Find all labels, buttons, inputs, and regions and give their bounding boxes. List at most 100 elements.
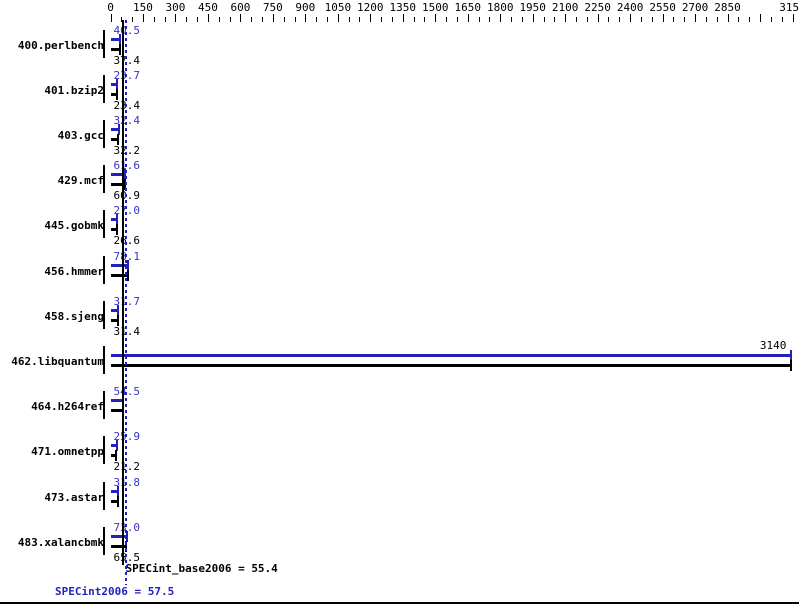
axis-tick-minor <box>793 14 794 22</box>
axis-tick-minor <box>349 17 350 22</box>
axis-tick-minor <box>565 14 566 22</box>
bar-peak-cap-473.astar <box>117 485 120 497</box>
bar-peak-471.omnetpp <box>110 444 117 448</box>
axis-tick-minor <box>392 17 393 22</box>
axis-tick-minor <box>327 17 328 22</box>
axis-tick-minor <box>738 17 739 22</box>
reference-label-base: SPECint_base2006 = 55.4 <box>125 562 278 575</box>
bar-base-cap-456.hmmer <box>127 269 130 281</box>
axis-tick-minor <box>749 17 750 22</box>
axis-tick-minor <box>165 17 166 22</box>
row-left-cap <box>102 300 105 329</box>
axis-tick-minor <box>728 14 729 22</box>
row-left-cap <box>102 255 105 284</box>
bar-peak-462.libquantum <box>110 354 791 357</box>
axis-tick-label: 1800 <box>486 1 514 14</box>
axis-tick-minor <box>641 17 642 22</box>
bar-base-464.h264ref <box>110 409 123 413</box>
axis-tick-label: 1050 <box>324 1 352 14</box>
bar-base-cap-462.libquantum <box>790 360 793 371</box>
row-left-cap <box>102 436 105 465</box>
bar-peak-429.mcf <box>110 173 124 177</box>
axis-tick-label: 600 <box>230 1 251 14</box>
axis-tick-minor <box>673 17 674 22</box>
axis-tick-minor <box>338 14 339 22</box>
axis-tick-minor <box>544 17 545 22</box>
bench-label-473.astar: 473.astar <box>44 490 104 504</box>
axis-tick-minor <box>457 17 458 22</box>
axis-tick-minor <box>706 17 707 22</box>
bar-base-cap-445.gobmk <box>116 224 119 236</box>
axis-tick-minor <box>208 14 209 22</box>
bar-peak-464.h264ref <box>110 399 123 403</box>
axis-tick-label: 1500 <box>422 1 449 14</box>
bar-base-429.mcf <box>110 183 124 187</box>
bar-base-cap-471.omnetpp <box>115 450 118 462</box>
bench-label-464.h264ref: 464.h264ref <box>31 400 104 414</box>
axis-tick-minor <box>121 17 122 22</box>
bar-peak-cap-401.bzip2 <box>115 78 118 90</box>
axis-tick-label: 2550 <box>649 1 676 14</box>
axis-tick-minor <box>154 17 155 22</box>
axis-tick-minor <box>554 17 555 22</box>
axis-tick-minor <box>316 17 317 22</box>
axis-tick-minor <box>630 14 631 22</box>
axis-tick-label: 0 <box>107 1 114 14</box>
bench-label-462.libquantum: 462.libquantum <box>11 355 104 368</box>
bar-base-cap-400.perlbench <box>118 43 121 55</box>
value-label-462.libquantum: 3140 <box>759 339 787 352</box>
axis-tick-minor <box>359 17 360 22</box>
axis-tick-minor <box>652 17 653 22</box>
bar-peak-445.gobmk <box>110 218 117 222</box>
bench-label-458.sjeng: 458.sjeng <box>44 309 104 323</box>
bar-peak-cap-429.mcf <box>123 169 126 181</box>
axis-tick-label: 1950 <box>519 1 546 14</box>
row-left-cap <box>102 120 105 148</box>
reference-line-base <box>122 20 124 565</box>
axis-tick-minor <box>608 17 609 22</box>
bar-peak-cap-458.sjeng <box>117 304 120 316</box>
bar-peak-cap-483.xalancbmk <box>126 530 129 542</box>
bar-base-400.perlbench <box>110 47 119 51</box>
bar-base-445.gobmk <box>110 228 117 232</box>
axis-tick-minor <box>197 17 198 22</box>
axis-tick-minor <box>251 17 252 22</box>
axis-tick-minor <box>489 17 490 22</box>
axis-tick-minor <box>511 17 512 22</box>
axis-tick-minor <box>479 17 480 22</box>
bar-peak-cap-445.gobmk <box>116 214 119 226</box>
axis-tick-label: 2700 <box>681 1 709 14</box>
axis-tick-minor <box>305 14 306 22</box>
bar-base-456.hmmer <box>110 273 128 277</box>
axis-tick-minor <box>717 17 718 22</box>
axis-tick-minor <box>446 17 447 22</box>
reference-label-peak: SPECint2006 = 57.5 <box>55 585 175 598</box>
bar-base-401.bzip2 <box>110 92 116 96</box>
bar-peak-cap-471.omnetpp <box>116 440 119 452</box>
bar-peak-cap-400.perlbench <box>119 33 122 45</box>
row-left-cap <box>102 165 105 194</box>
bar-peak-456.hmmer <box>110 263 128 267</box>
axis-tick-minor <box>500 14 501 22</box>
axis-tick-label: 900 <box>295 1 316 14</box>
bar-base-cap-473.astar <box>117 495 120 507</box>
bar-peak-401.bzip2 <box>110 82 116 86</box>
bar-peak-403.gcc <box>110 128 118 131</box>
axis-tick-minor <box>760 14 761 22</box>
bench-label-471.omnetpp: 471.omnetpp <box>31 445 104 459</box>
axis-tick-minor <box>587 17 588 22</box>
reference-line-peak <box>125 20 127 585</box>
axis-tick-minor <box>370 14 371 22</box>
bar-base-cap-401.bzip2 <box>115 88 118 100</box>
bar-peak-cap-456.hmmer <box>127 259 130 271</box>
bar-base-471.omnetpp <box>110 454 116 458</box>
bar-base-cap-429.mcf <box>123 179 126 191</box>
axis-tick-minor <box>663 14 664 22</box>
axis-tick-minor <box>273 14 274 22</box>
axis-tick-label: 1650 <box>454 1 481 14</box>
axis-tick-minor <box>175 14 176 22</box>
row-left-cap <box>102 481 105 510</box>
bar-peak-458.sjeng <box>110 308 118 312</box>
row-left-cap <box>102 526 105 555</box>
